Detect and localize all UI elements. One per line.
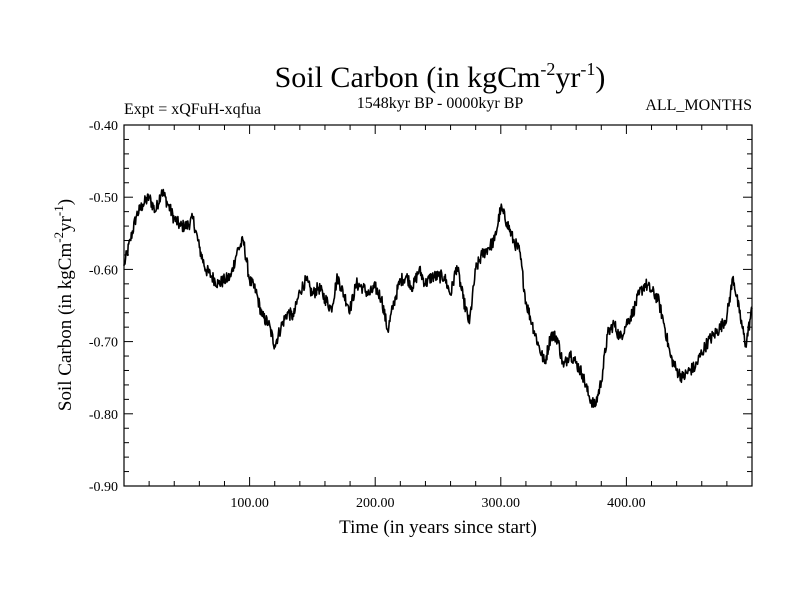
x-tick-label: 400.00 <box>607 496 646 511</box>
chart-title: Soil Carbon (in kgCm-2yr-1) <box>275 59 606 94</box>
plot-frame <box>123 124 753 487</box>
time-range-label: 1548kyr BP - 0000kyr BP <box>357 95 524 112</box>
months-label: ALL_MONTHS <box>645 97 752 114</box>
axis-ticks: 100.00 200.00 300.00 400.00 -0.90 -0.80 -0.70 -… <box>89 119 752 511</box>
experiment-label: Expt = xQFuH-xqfua <box>124 101 261 118</box>
y-tick-label: -0.70 <box>89 336 118 351</box>
y-tick-label: -0.60 <box>89 263 118 278</box>
y-axis-label: Soil Carbon (in kgCm-2yr-1) <box>51 199 76 411</box>
y-tick-label: -0.90 <box>89 480 118 495</box>
y-tick-label: -0.50 <box>89 191 118 206</box>
x-tick-label: 300.00 <box>482 496 521 511</box>
y-tick-label: -0.80 <box>89 408 118 423</box>
x-tick-label: 200.00 <box>356 496 395 511</box>
y-tick-label: -0.40 <box>89 119 118 134</box>
series-line-soil-carbon <box>123 188 753 408</box>
x-axis-label: Time (in years since start) <box>339 517 537 538</box>
x-tick-label: 100.00 <box>230 496 269 511</box>
